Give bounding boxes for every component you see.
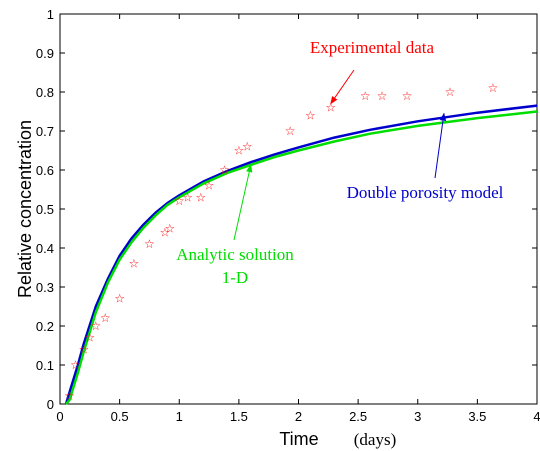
x-tick-label: 0.5 bbox=[111, 409, 129, 424]
experimental-point: ☆ bbox=[78, 342, 89, 356]
experimental-point: ☆ bbox=[84, 331, 95, 345]
experimental-point: ☆ bbox=[174, 194, 185, 208]
experimental-point: ☆ bbox=[144, 237, 155, 251]
experimental-point: ☆ bbox=[377, 89, 388, 103]
experimental-point: ☆ bbox=[445, 85, 456, 99]
annotation-arrow-experimental bbox=[330, 69, 355, 105]
annotation-arrow-analytic bbox=[233, 164, 253, 241]
x-tick-label: 2.5 bbox=[349, 409, 367, 424]
x-tick-label: 4 bbox=[533, 409, 540, 424]
y-tick-label: 0.1 bbox=[36, 358, 54, 373]
experimental-point: ☆ bbox=[70, 358, 81, 372]
x-tick-label: 0 bbox=[56, 409, 63, 424]
y-tick-label: 0.9 bbox=[36, 46, 54, 61]
y-axis-ticks: 0 0.1 0.2 0.3 0.4 0.5 0.6 0.7 0.8 0.9 1 bbox=[36, 7, 537, 412]
y-tick-label: 0.4 bbox=[36, 241, 54, 256]
y-tick-label: 0.2 bbox=[36, 319, 54, 334]
annotation-experimental: Experimental data bbox=[310, 38, 435, 57]
x-axis-unit: (days) bbox=[354, 430, 396, 449]
experimental-point: ☆ bbox=[90, 319, 101, 333]
x-axis-label: Time bbox=[279, 429, 318, 449]
experimental-point: ☆ bbox=[204, 179, 215, 193]
experimental-point: ☆ bbox=[100, 311, 111, 325]
x-tick-label: 2 bbox=[295, 409, 302, 424]
y-tick-label: 0 bbox=[47, 397, 54, 412]
experimental-point: ☆ bbox=[195, 190, 206, 204]
experimental-point: ☆ bbox=[242, 140, 253, 154]
y-axis-label: Relative concentration bbox=[15, 120, 35, 298]
x-tick-label: 1 bbox=[176, 409, 183, 424]
experimental-point: ☆ bbox=[233, 144, 244, 158]
series-line-double-porosity bbox=[64, 104, 538, 405]
experimental-point: ☆ bbox=[182, 190, 193, 204]
annotation-layer: Experimental data Double porosity model An… bbox=[176, 38, 503, 287]
x-tick-label: 3 bbox=[414, 409, 421, 424]
annotation-arrow-double-porosity bbox=[434, 112, 447, 179]
series-line-analytic bbox=[65, 110, 538, 405]
experimental-point: ☆ bbox=[129, 257, 140, 271]
experimental-point: ☆ bbox=[402, 89, 413, 103]
x-tick-label: 3.5 bbox=[468, 409, 486, 424]
y-tick-label: 1 bbox=[47, 7, 54, 22]
x-tick-label: 1.5 bbox=[230, 409, 248, 424]
annotation-double-porosity: Double porosity model bbox=[347, 183, 504, 202]
annotation-analytic: Analytic solution bbox=[176, 245, 294, 264]
experimental-point: ☆ bbox=[325, 101, 336, 115]
experimental-point: ☆ bbox=[160, 225, 171, 239]
experimental-point: ☆ bbox=[285, 124, 296, 138]
experimental-point: ☆ bbox=[114, 292, 125, 306]
experimental-point: ☆ bbox=[360, 89, 371, 103]
y-tick-label: 0.3 bbox=[36, 280, 54, 295]
experimental-point: ☆ bbox=[219, 163, 230, 177]
y-tick-label: 0.6 bbox=[36, 163, 54, 178]
experimental-point: ☆ bbox=[487, 81, 498, 95]
experimental-point: ☆ bbox=[64, 389, 75, 403]
y-tick-label: 0.5 bbox=[36, 202, 54, 217]
experimental-point: ☆ bbox=[305, 108, 316, 122]
y-tick-label: 0.7 bbox=[36, 124, 54, 139]
annotation-analytic: 1-D bbox=[222, 268, 248, 287]
experimental-point: ☆ bbox=[164, 222, 175, 236]
series-layer bbox=[64, 104, 538, 405]
x-axis-ticks: 0 0.5 1 1.5 2 2.5 3 3.5 4 bbox=[56, 14, 540, 424]
scatter-layer: ☆☆☆☆☆☆☆☆☆☆☆☆☆ ☆☆☆☆☆☆☆☆☆ ☆ ☆ ☆ ☆ bbox=[64, 81, 498, 403]
plot-area bbox=[59, 13, 538, 405]
y-tick-label: 0.8 bbox=[36, 85, 54, 100]
